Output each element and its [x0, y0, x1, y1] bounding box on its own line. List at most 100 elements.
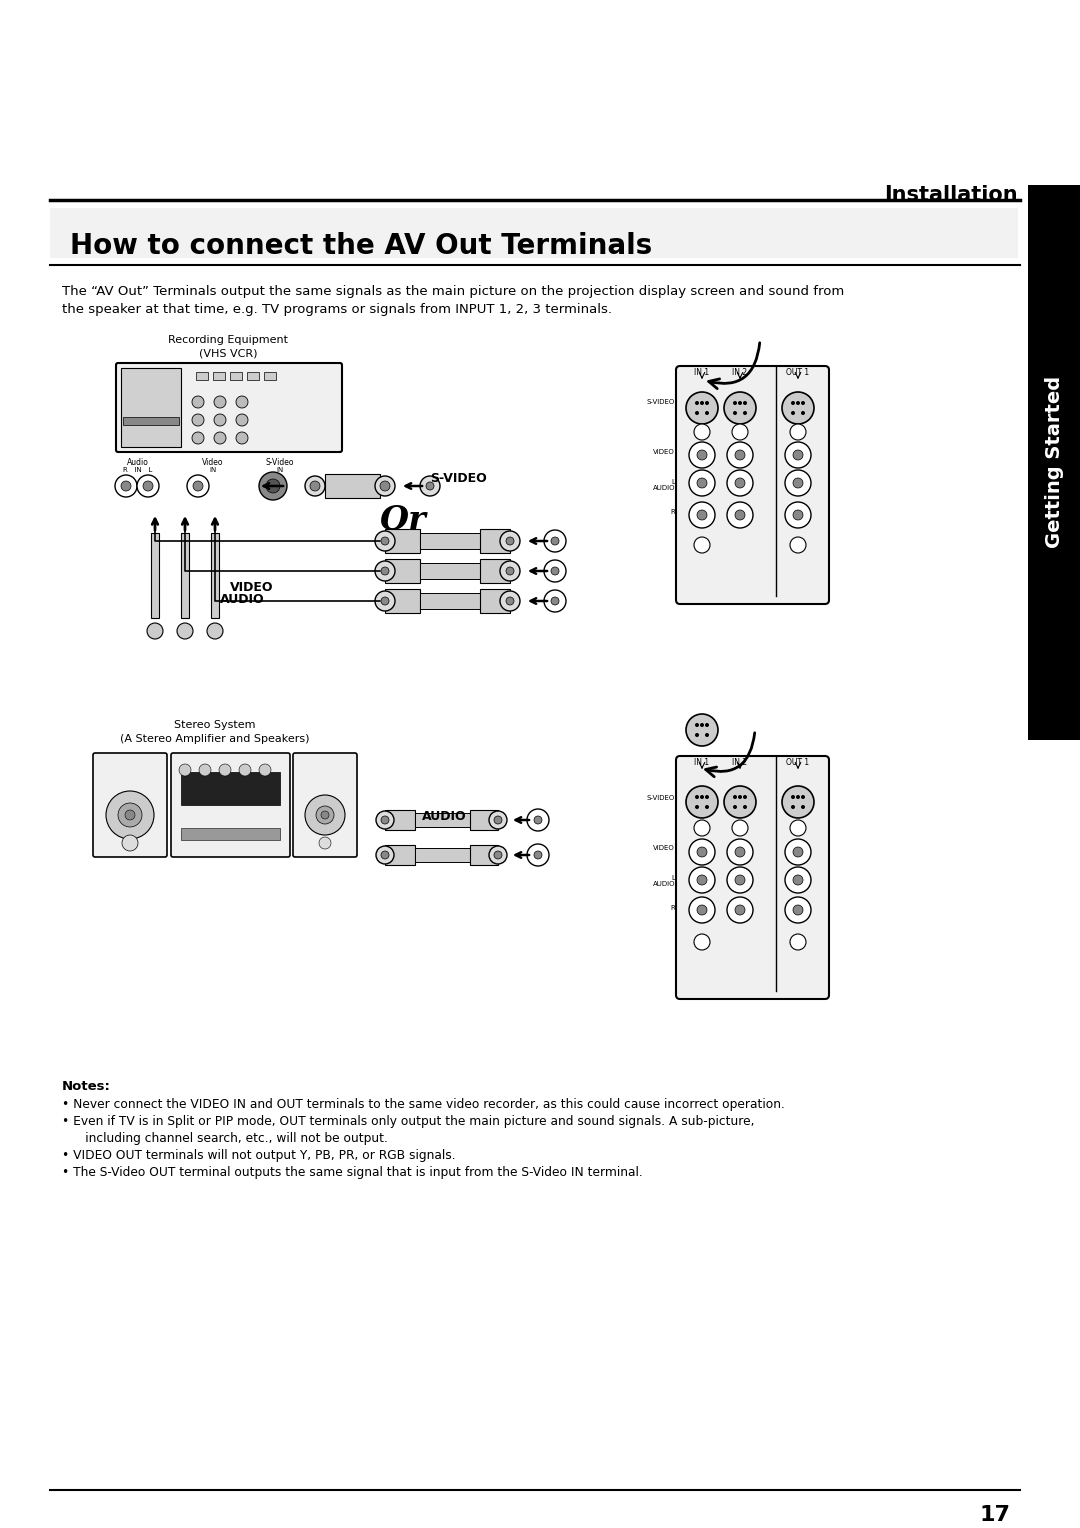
Circle shape — [689, 839, 715, 865]
Bar — [151, 533, 159, 617]
Text: Stereo System: Stereo System — [174, 720, 256, 730]
Circle shape — [381, 851, 389, 859]
FancyArrowPatch shape — [708, 342, 759, 388]
Circle shape — [738, 400, 742, 405]
Circle shape — [534, 816, 542, 824]
Circle shape — [214, 432, 226, 445]
Circle shape — [527, 808, 549, 831]
Circle shape — [697, 478, 707, 487]
Circle shape — [793, 876, 804, 885]
Text: S-VIDEO: S-VIDEO — [647, 795, 675, 801]
Text: Or: Or — [380, 504, 427, 538]
Circle shape — [727, 442, 753, 468]
Circle shape — [696, 400, 699, 405]
Circle shape — [801, 411, 805, 416]
Circle shape — [791, 411, 795, 416]
Text: 17: 17 — [978, 1505, 1010, 1525]
Text: including channel search, etc., will not be output.: including channel search, etc., will not… — [62, 1132, 388, 1144]
FancyBboxPatch shape — [293, 753, 357, 857]
Circle shape — [700, 795, 704, 799]
Circle shape — [735, 510, 745, 520]
Circle shape — [551, 536, 559, 545]
Text: S-Video: S-Video — [266, 458, 294, 468]
Text: The “AV Out” Terminals output the same signals as the main picture on the projec: The “AV Out” Terminals output the same s… — [62, 286, 845, 298]
Text: (VHS VCR): (VHS VCR) — [199, 348, 257, 359]
Circle shape — [789, 821, 806, 836]
Circle shape — [785, 897, 811, 923]
Circle shape — [266, 478, 280, 494]
Circle shape — [801, 400, 805, 405]
Circle shape — [694, 536, 710, 553]
Text: • VIDEO OUT terminals will not output Y, PB, PR, or RGB signals.: • VIDEO OUT terminals will not output Y,… — [62, 1149, 456, 1161]
Text: IN: IN — [210, 468, 217, 474]
Circle shape — [733, 411, 737, 416]
Circle shape — [375, 477, 395, 497]
Circle shape — [319, 837, 330, 850]
Circle shape — [785, 471, 811, 497]
Circle shape — [686, 393, 718, 423]
Text: (A Stereo Amplifier and Speakers): (A Stereo Amplifier and Speakers) — [120, 733, 310, 744]
Circle shape — [192, 396, 204, 408]
Circle shape — [305, 795, 345, 834]
Circle shape — [696, 411, 699, 416]
Circle shape — [420, 477, 440, 497]
Bar — [50, 208, 1018, 258]
Circle shape — [689, 442, 715, 468]
Circle shape — [375, 591, 395, 611]
Circle shape — [689, 897, 715, 923]
FancyBboxPatch shape — [171, 753, 291, 857]
Text: IN 1: IN 1 — [694, 368, 710, 377]
Bar — [247, 371, 259, 380]
Circle shape — [494, 851, 502, 859]
Text: • The S-Video OUT terminal outputs the same signal that is input from the S-Vide: • The S-Video OUT terminal outputs the s… — [62, 1166, 643, 1180]
Circle shape — [193, 481, 203, 490]
Circle shape — [118, 804, 141, 827]
Text: IN 2: IN 2 — [732, 758, 747, 767]
Circle shape — [705, 400, 708, 405]
Circle shape — [727, 897, 753, 923]
Circle shape — [696, 805, 699, 808]
Circle shape — [544, 559, 566, 582]
Circle shape — [207, 623, 222, 639]
Bar — [195, 371, 208, 380]
Circle shape — [793, 451, 804, 460]
Circle shape — [310, 481, 320, 490]
Circle shape — [381, 816, 389, 824]
Circle shape — [696, 795, 699, 799]
Circle shape — [321, 811, 329, 819]
Bar — [415, 813, 470, 827]
Bar — [264, 371, 276, 380]
Bar — [1028, 185, 1080, 740]
Text: R: R — [671, 509, 675, 515]
Circle shape — [121, 481, 131, 490]
Circle shape — [732, 423, 748, 440]
Circle shape — [137, 475, 159, 497]
Circle shape — [791, 795, 795, 799]
Circle shape — [697, 510, 707, 520]
Circle shape — [192, 414, 204, 426]
Circle shape — [551, 567, 559, 575]
Circle shape — [735, 451, 745, 460]
Circle shape — [785, 866, 811, 892]
Circle shape — [259, 764, 271, 776]
Circle shape — [237, 432, 248, 445]
Bar — [420, 533, 480, 549]
Circle shape — [785, 839, 811, 865]
Circle shape — [147, 623, 163, 639]
Circle shape — [686, 785, 718, 817]
Bar — [181, 533, 189, 617]
Text: Video: Video — [202, 458, 224, 468]
Text: VIDEO: VIDEO — [230, 581, 273, 594]
Circle shape — [696, 733, 699, 736]
Circle shape — [199, 764, 211, 776]
Circle shape — [735, 478, 745, 487]
Circle shape — [114, 475, 137, 497]
Text: Recording Equipment: Recording Equipment — [168, 335, 288, 345]
Circle shape — [544, 530, 566, 552]
Circle shape — [376, 847, 394, 863]
Circle shape — [789, 934, 806, 950]
Circle shape — [426, 481, 434, 490]
Text: OUT 1: OUT 1 — [786, 368, 810, 377]
Circle shape — [381, 597, 389, 605]
Circle shape — [724, 393, 756, 423]
